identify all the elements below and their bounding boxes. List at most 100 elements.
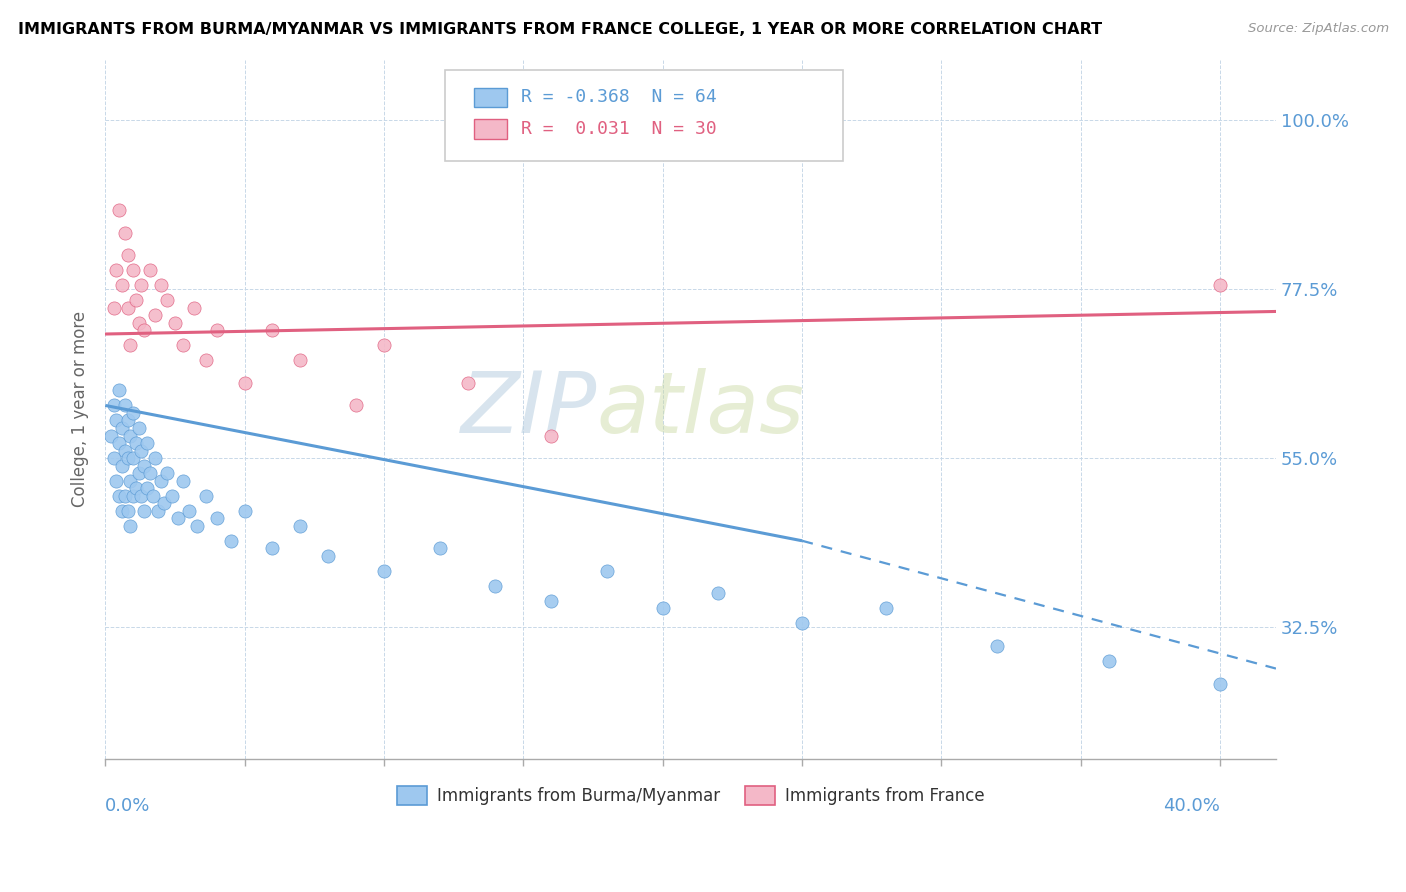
Point	[290, 518, 312, 533]
Point	[177, 504, 200, 518]
Text: atlas: atlas	[598, 368, 804, 450]
Point	[139, 263, 162, 277]
Point	[122, 489, 145, 503]
Point	[131, 489, 153, 503]
Point	[172, 474, 194, 488]
Point	[142, 489, 165, 503]
Point	[163, 316, 186, 330]
Point	[125, 481, 148, 495]
Point	[155, 466, 177, 480]
Point	[114, 443, 136, 458]
Point	[134, 504, 156, 518]
Point	[111, 458, 134, 473]
Point	[596, 564, 619, 578]
Point	[111, 278, 134, 293]
Point	[145, 308, 167, 322]
Y-axis label: College, 1 year or more: College, 1 year or more	[72, 311, 89, 508]
Point	[114, 399, 136, 413]
Text: R =  0.031  N = 30: R = 0.031 N = 30	[520, 120, 717, 138]
Point	[120, 474, 142, 488]
Point	[986, 639, 1008, 653]
Point	[131, 278, 153, 293]
Bar	[474, 87, 506, 107]
Point	[117, 451, 139, 466]
Point	[344, 399, 367, 413]
Point	[136, 436, 159, 450]
Point	[1098, 654, 1121, 668]
Point	[108, 436, 131, 450]
Point	[651, 601, 673, 615]
Point	[262, 541, 284, 556]
Point	[139, 466, 162, 480]
Point	[152, 496, 174, 510]
Bar	[474, 119, 506, 138]
Point	[540, 594, 562, 608]
Point	[166, 511, 188, 525]
Point	[103, 301, 125, 315]
Point	[233, 376, 256, 390]
Point	[108, 202, 131, 217]
Point	[120, 428, 142, 442]
Point	[105, 474, 128, 488]
Point	[875, 601, 897, 615]
Legend: Immigrants from Burma/Myanmar, Immigrants from France: Immigrants from Burma/Myanmar, Immigrant…	[389, 780, 991, 812]
Point	[172, 338, 194, 352]
Point	[186, 518, 208, 533]
Point	[108, 489, 131, 503]
Point	[122, 451, 145, 466]
Point	[117, 248, 139, 262]
Point	[205, 323, 228, 337]
Point	[457, 376, 479, 390]
Point	[146, 504, 169, 518]
Point	[233, 504, 256, 518]
Text: IMMIGRANTS FROM BURMA/MYANMAR VS IMMIGRANTS FROM FRANCE COLLEGE, 1 YEAR OR MORE : IMMIGRANTS FROM BURMA/MYANMAR VS IMMIGRA…	[18, 22, 1102, 37]
Point	[219, 533, 242, 548]
Point	[134, 323, 156, 337]
Point	[145, 451, 167, 466]
Point	[103, 451, 125, 466]
Point	[183, 301, 205, 315]
Point	[205, 511, 228, 525]
Point	[117, 504, 139, 518]
Point	[160, 489, 183, 503]
Point	[114, 226, 136, 240]
Point	[194, 353, 217, 368]
Point	[131, 443, 153, 458]
Point	[262, 323, 284, 337]
Point	[373, 338, 395, 352]
Point	[108, 384, 131, 398]
Point	[103, 399, 125, 413]
Point	[114, 489, 136, 503]
Point	[111, 421, 134, 435]
Point	[117, 301, 139, 315]
Point	[122, 406, 145, 420]
Point	[120, 338, 142, 352]
Point	[122, 263, 145, 277]
Point	[373, 564, 395, 578]
Point	[707, 586, 730, 600]
FancyBboxPatch shape	[444, 70, 842, 161]
Point	[149, 278, 172, 293]
Text: Source: ZipAtlas.com: Source: ZipAtlas.com	[1249, 22, 1389, 36]
Point	[1209, 278, 1232, 293]
Point	[290, 353, 312, 368]
Text: ZIP: ZIP	[461, 368, 598, 450]
Point	[111, 504, 134, 518]
Text: 0.0%: 0.0%	[105, 797, 150, 815]
Point	[484, 579, 506, 593]
Point	[134, 458, 156, 473]
Text: 40.0%: 40.0%	[1163, 797, 1220, 815]
Point	[790, 616, 813, 631]
Point	[105, 263, 128, 277]
Point	[429, 541, 451, 556]
Text: R = -0.368  N = 64: R = -0.368 N = 64	[520, 88, 717, 106]
Point	[149, 474, 172, 488]
Point	[316, 549, 339, 563]
Point	[128, 316, 150, 330]
Point	[540, 428, 562, 442]
Point	[105, 413, 128, 427]
Point	[1209, 676, 1232, 690]
Point	[125, 436, 148, 450]
Point	[100, 428, 122, 442]
Point	[155, 293, 177, 308]
